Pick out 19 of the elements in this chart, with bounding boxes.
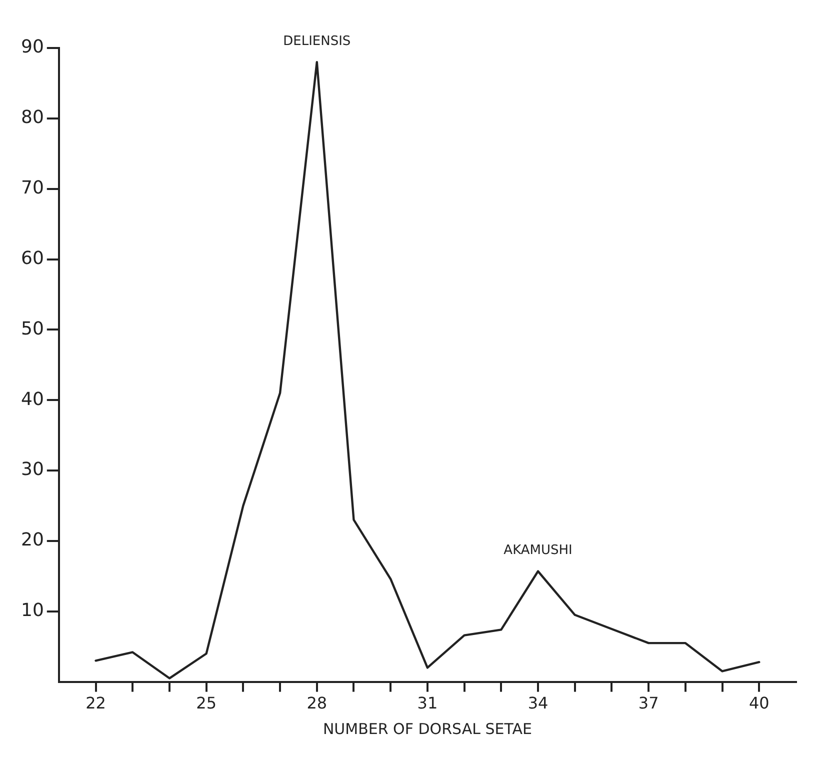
x-tick-label: 34 [528,694,548,713]
x-tick-label: 28 [306,694,328,713]
x-tick-label: 31 [417,694,438,713]
x-tick-label: 37 [638,694,659,713]
y-tick-label: 30 [21,459,44,480]
y-tick-label: 40 [21,388,44,410]
x-tick-label: 40 [748,694,770,713]
annotation: DELIENSIS [283,34,351,49]
y-tick-label: 70 [21,178,44,199]
y-tick-label: 90 [21,36,44,58]
x-tick-label: 25 [196,694,217,713]
y-tick-label: 60 [21,248,44,269]
y-tick-label: 20 [21,530,44,551]
y-tick-label: 50 [21,318,44,340]
x-tick-label: 22 [86,694,106,713]
y-tick-label: 10 [21,600,44,622]
x-axis-title: NUMBER OF DORSAL SETAE [322,720,532,738]
annotation: AKAMUSHI [504,543,572,558]
y-tick-label: 80 [21,107,44,128]
